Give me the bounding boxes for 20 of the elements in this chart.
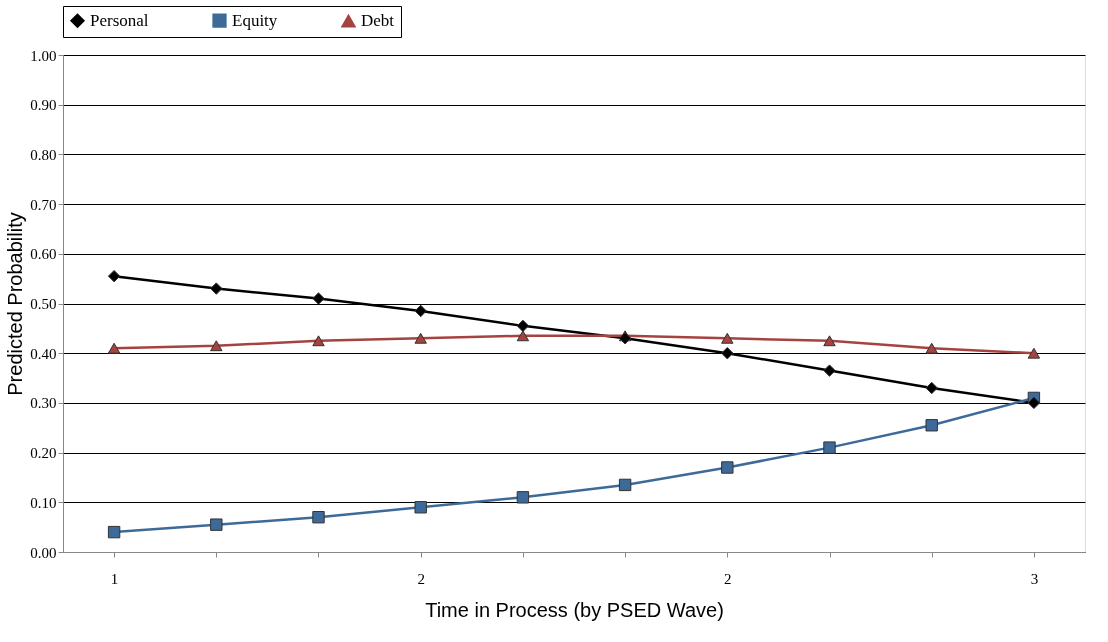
y-tick-label: 0.90 bbox=[30, 97, 57, 114]
legend-label: Personal bbox=[90, 10, 149, 30]
y-tick-label: 0.70 bbox=[30, 196, 57, 213]
legend-label: Debt bbox=[361, 11, 395, 31]
x-axis-title: Time in Process (by PSED Wave) bbox=[425, 598, 724, 621]
y-tick-label: 1.00 bbox=[30, 47, 57, 64]
legend-label: Equity bbox=[232, 10, 278, 30]
y-tick-label: 0.40 bbox=[30, 345, 57, 362]
y-tick-label: 0.60 bbox=[30, 246, 57, 263]
x-tick-label: 2 bbox=[724, 570, 732, 587]
y-tick-label: 0.20 bbox=[30, 445, 57, 462]
y-tick-label: 0.10 bbox=[30, 494, 57, 511]
y-axis-title: Predicted Probability bbox=[4, 212, 27, 396]
y-tick-label: 0.80 bbox=[30, 146, 57, 163]
y-tick-label: 0.00 bbox=[30, 544, 57, 561]
y-tick-label: 0.50 bbox=[30, 296, 57, 312]
y-tick-label: 0.30 bbox=[30, 395, 57, 412]
x-tick-label: 1 bbox=[110, 570, 119, 587]
x-tick-label: 2 bbox=[417, 570, 425, 587]
x-tick-label: 3 bbox=[1030, 570, 1039, 587]
